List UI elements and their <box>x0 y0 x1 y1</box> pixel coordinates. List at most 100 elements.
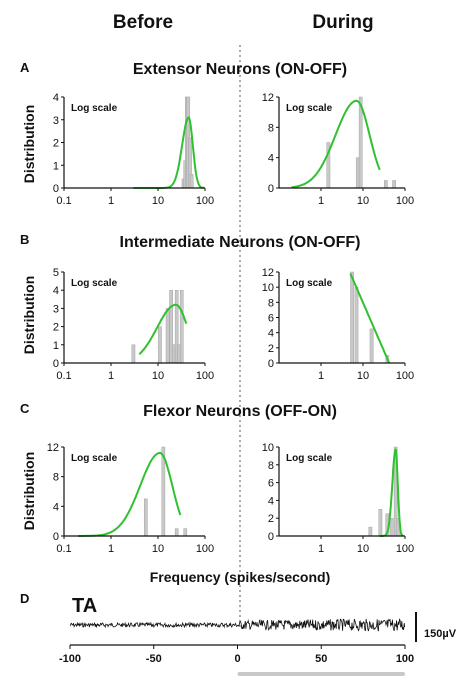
histogram-bar <box>389 518 394 537</box>
stimulus-bar <box>237 672 405 676</box>
histogram-bar <box>143 498 148 537</box>
log-scale-note: Log scale <box>71 278 118 289</box>
x-tick-label: -50 <box>146 653 162 665</box>
y-tick-label: 2 <box>268 343 274 355</box>
y-tick-label: 12 <box>262 267 274 279</box>
x-tick-label: 10 <box>152 195 164 207</box>
x-tick-label: 1 <box>108 370 114 382</box>
panel-title-b: Intermediate Neurons (ON-OFF) <box>120 234 361 251</box>
y-tick-label: 6 <box>268 478 274 490</box>
y-tick-label: 0 <box>53 358 59 370</box>
panel-title-a: Extensor Neurons (ON-OFF) <box>133 61 347 78</box>
histogram-bar <box>354 286 359 364</box>
emg-trace <box>69 618 406 632</box>
x-tick-label: 1 <box>108 195 114 207</box>
y-tick-label: 4 <box>53 285 59 297</box>
histogram-bar <box>174 528 179 537</box>
panel-title-c: Flexor Neurons (OFF-ON) <box>143 403 337 420</box>
x-tick-label: 0.1 <box>56 195 71 207</box>
y-tick-label: 4 <box>53 501 59 513</box>
histogram-bar <box>165 308 170 364</box>
log-scale-note: Log scale <box>71 453 118 464</box>
y-tick-label: 2 <box>53 322 59 334</box>
y-tick-label: 4 <box>268 153 274 165</box>
y-tick-label: 0 <box>268 358 274 370</box>
x-tick-label: 1 <box>108 543 114 555</box>
y-tick-label: 0 <box>268 183 274 195</box>
histogram-bar <box>358 96 363 189</box>
y-tick-label: 4 <box>53 92 59 104</box>
subplot-C-during: 0 2 4 6 8 10 1 10 100 Log scale <box>262 442 414 555</box>
log-scale-note: Log scale <box>286 453 333 464</box>
column-header-before: Before <box>113 12 173 33</box>
y-tick-label: 3 <box>53 303 59 315</box>
ylabel-row-a: Distribution <box>21 105 37 184</box>
x-tick-label: 1 <box>318 195 324 207</box>
x-tick-label: 100 <box>196 370 214 382</box>
y-tick-label: 0 <box>53 183 59 195</box>
x-tick-label: 0 <box>234 653 240 665</box>
subplot-C-before: 0 4 8 12 0.1 1 10 100 Log scale <box>47 442 214 555</box>
y-tick-label: 8 <box>53 472 59 484</box>
fit-curve <box>138 303 188 355</box>
x-tick-label: 1 <box>318 543 324 555</box>
scalebar-label: 150µV <box>424 628 457 640</box>
histogram-bar <box>378 509 383 537</box>
y-tick-label: 12 <box>262 92 274 104</box>
y-tick-label: 0 <box>53 531 59 543</box>
histogram-bar <box>369 328 374 364</box>
y-tick-label: 4 <box>268 328 274 340</box>
y-tick-label: 4 <box>268 495 274 507</box>
histogram-bar <box>384 180 388 189</box>
trace-label: TA <box>72 595 97 617</box>
histogram-bar <box>183 528 188 537</box>
panel-letter-c: C <box>20 401 30 416</box>
histogram-bar <box>368 526 373 537</box>
x-tick-label: 100 <box>196 543 214 555</box>
y-tick-label: 1 <box>53 160 59 172</box>
histogram-bar <box>392 180 396 189</box>
log-scale-note: Log scale <box>286 103 333 114</box>
panel-letter-b: B <box>20 232 29 247</box>
x-tick-label: 100 <box>196 195 214 207</box>
ylabel-row-c: Distribution <box>21 452 37 531</box>
y-tick-label: 8 <box>268 297 274 309</box>
y-tick-label: 6 <box>268 313 274 325</box>
y-tick-label: 10 <box>262 442 274 454</box>
shared-xlabel: Frequency (spikes/second) <box>150 569 331 585</box>
histogram-bar <box>179 290 184 364</box>
y-tick-label: 2 <box>53 138 59 150</box>
fit-curve <box>291 99 381 189</box>
log-scale-note: Log scale <box>71 103 118 114</box>
y-tick-label: 8 <box>268 122 274 134</box>
x-tick-label: 0.1 <box>56 543 71 555</box>
histogram-bar <box>350 271 354 364</box>
y-tick-label: 3 <box>53 115 59 127</box>
x-tick-label: 10 <box>152 543 164 555</box>
x-tick-label: 10 <box>357 370 369 382</box>
histogram-bar <box>158 326 162 364</box>
y-tick-label: 10 <box>262 282 274 294</box>
y-tick-label: 2 <box>268 513 274 525</box>
y-tick-label: 5 <box>53 267 59 279</box>
y-tick-label: 8 <box>268 460 274 472</box>
x-tick-label: 50 <box>315 653 327 665</box>
fit-curve <box>349 273 391 364</box>
subplot-B-before: 0 1 2 3 4 5 0.1 1 10 100 Log scale <box>53 267 214 382</box>
log-scale-note: Log scale <box>286 278 333 289</box>
histogram-bar <box>169 290 173 364</box>
x-tick-label: 0.1 <box>56 370 71 382</box>
subplot-A-during: 0 4 8 12 1 10 100 Log scale <box>262 92 414 207</box>
x-tick-label: -100 <box>59 653 81 665</box>
panel-letter-d: D <box>20 591 29 606</box>
subplot-A-before: 0 1 2 3 4 0.1 1 10 100 Log scale <box>53 92 214 207</box>
x-tick-label: 100 <box>396 543 414 555</box>
y-tick-label: 1 <box>53 340 59 352</box>
emg-trace-panel: TA 150µV -100 -50 0 50 100 <box>59 595 457 676</box>
histogram-bar <box>131 344 136 364</box>
x-tick-label: 100 <box>396 653 414 665</box>
ylabel-row-b: Distribution <box>21 276 37 355</box>
x-tick-label: 100 <box>396 195 414 207</box>
